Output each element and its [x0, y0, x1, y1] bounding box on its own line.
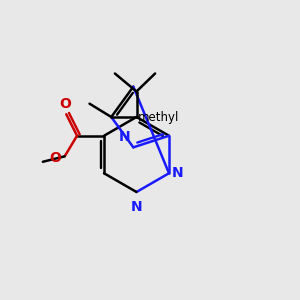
Text: O: O: [49, 151, 61, 165]
Text: N: N: [131, 200, 142, 214]
Text: N: N: [172, 166, 184, 180]
Text: methyl: methyl: [138, 110, 180, 124]
Text: O: O: [59, 97, 71, 111]
Text: N: N: [119, 130, 130, 144]
